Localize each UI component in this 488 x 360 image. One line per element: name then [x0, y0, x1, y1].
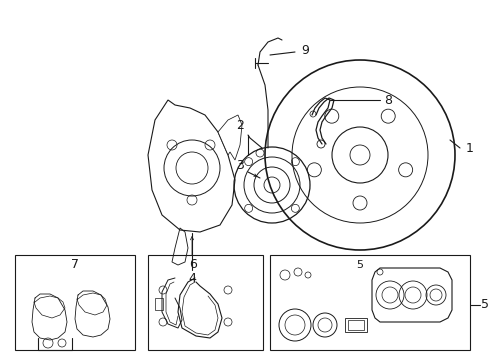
- Bar: [345, 318, 366, 332]
- Polygon shape: [218, 115, 242, 160]
- Text: 8: 8: [383, 94, 391, 107]
- Bar: [15, 255, 135, 350]
- Bar: [148, 255, 263, 350]
- Text: 4: 4: [188, 271, 196, 284]
- Text: 3: 3: [236, 158, 244, 171]
- Text: 1: 1: [465, 141, 473, 154]
- Text: 7: 7: [71, 258, 79, 271]
- Text: 2: 2: [236, 118, 244, 131]
- Bar: [269, 255, 469, 350]
- Text: 5: 5: [480, 298, 488, 311]
- Bar: [347, 320, 363, 330]
- Bar: [155, 298, 163, 310]
- Text: 5: 5: [356, 260, 363, 270]
- Text: 9: 9: [301, 44, 308, 57]
- Text: 6: 6: [189, 258, 197, 271]
